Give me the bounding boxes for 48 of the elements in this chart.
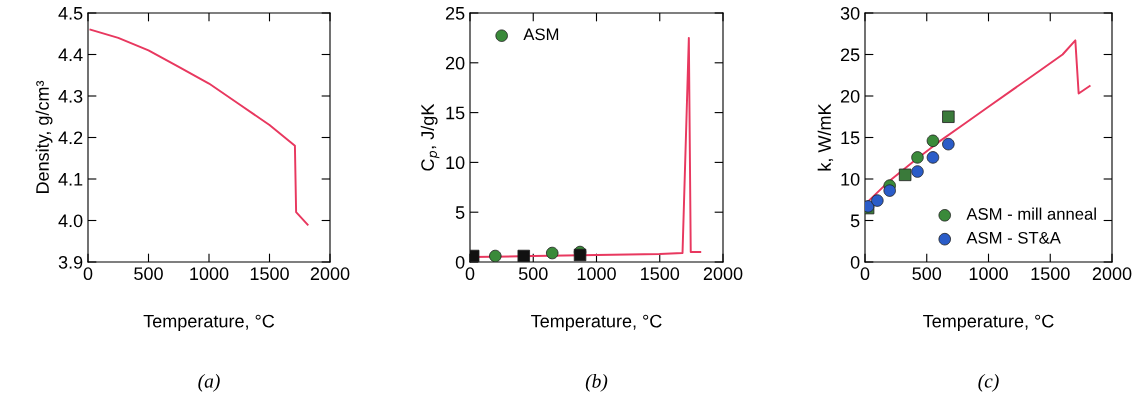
y-axis-title: C$_{p}$, J/gK [420,103,440,171]
y-tick-label: 3.9 [58,255,83,269]
y-tick-label: 4.3 [58,89,83,103]
x-tick-label: 1000 [969,267,1008,281]
x-tick-label: 0 [465,267,475,281]
x-tick-label: 500 [912,267,942,281]
line-series [89,28,309,226]
y-tick-label: 25 [445,6,465,20]
legend-label: ASM [523,28,559,41]
y-tick-label: 0 [455,255,465,269]
x-tick-label: 500 [134,267,163,281]
y-tick-label: 4.1 [58,173,83,186]
x-axis-title: Temperature, °C [143,314,275,332]
y-tick-label: 4.5 [58,7,83,20]
y-axis-title: k, W/mK [817,103,834,171]
y-tick-label: 5 [455,206,465,219]
x-tick-label: 500 [518,267,548,281]
x-tick-label: 2000 [703,267,743,281]
text: (a) [198,374,220,392]
x-tick-label: 2000 [310,267,350,281]
x-tick-label: 1000 [577,267,616,281]
y-tick-label: 10 [446,156,465,170]
x-tick-label: 1500 [250,267,289,281]
x-tick-label: 0 [83,267,93,281]
y-tick-label: 25 [840,48,860,62]
x-tick-label: 2000 [1092,267,1132,281]
legend-label: ASM - mill anneal [966,207,1096,220]
y-tick-label: 15 [841,131,860,145]
legend-label: ASM - ST&A [966,231,1061,244]
y-tick-label: 4.0 [58,214,83,228]
y-tick-label: 20 [445,56,465,70]
x-axis-title: Temperature, °C [531,314,662,332]
y-tick-label: 30 [840,6,860,20]
y-tick-label: 10 [841,172,860,186]
y-tick-label: 4.4 [58,48,83,62]
y-tick-label: 20 [840,89,860,103]
text: (b) [585,374,608,392]
y-axis-title: Density, g/cm³ [35,80,53,194]
text: (c) [978,374,999,392]
y-tick-label: 15 [446,106,465,120]
x-tick-label: 1500 [1031,267,1070,281]
x-tick-label: 1000 [190,267,229,281]
y-tick-label: 4.2 [58,131,83,145]
y-tick-label: 5 [850,214,860,228]
x-axis-title: Temperature, °C [923,314,1054,332]
y-tick-label: 0 [850,255,860,269]
x-tick-label: 0 [860,267,870,281]
x-tick-label: 1500 [641,267,680,281]
